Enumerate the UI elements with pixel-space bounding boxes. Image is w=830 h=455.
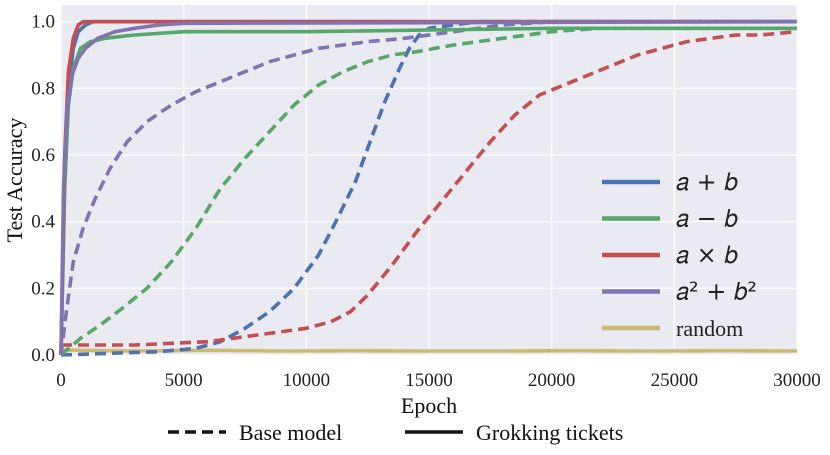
- style-legend: Base model Grokking tickets: [168, 420, 623, 445]
- x-tick-label: 5000: [165, 370, 203, 391]
- x-tick-label: 10000: [283, 370, 331, 391]
- series-line-base-axb: [61, 29, 798, 347]
- style-legend-label: Base model: [239, 420, 342, 445]
- x-tick-label: 25000: [651, 370, 699, 391]
- y-tick-label: 1.0: [31, 12, 55, 33]
- style-legend-label: Grokking tickets: [476, 420, 623, 445]
- x-tick-labels: 0 5000 10000 15000 20000 25000 30000: [56, 370, 821, 391]
- series-line-base-a+b: [60, 19, 797, 357]
- x-tick-label: 30000: [773, 370, 821, 391]
- y-tick-label: 0.2: [31, 278, 55, 299]
- x-tick-label: 0: [56, 370, 66, 391]
- x-tick-label: 20000: [528, 370, 576, 391]
- series-layer: [59, 19, 798, 357]
- y-tick-label: 0.4: [31, 212, 55, 233]
- legend-label: 𝑎 − 𝑏: [676, 205, 738, 233]
- y-tick-label: 0.8: [31, 78, 55, 99]
- series-line-ticket-a2+b2: [59, 19, 798, 356]
- legend-label: 𝑎 + 𝑏: [676, 168, 738, 196]
- series-line-base-a2+b2: [59, 19, 797, 356]
- y-tick-label: 0.6: [31, 145, 55, 166]
- legend-label: 𝑎 × 𝑏: [676, 241, 738, 269]
- legend-label: random: [676, 316, 743, 341]
- legend-label: 𝑎² + 𝑏²: [676, 278, 757, 306]
- x-tick-label: 15000: [405, 370, 453, 391]
- series-legend: 𝑎 + 𝑏 𝑎 − 𝑏 𝑎 × 𝑏 𝑎² + 𝑏² random: [602, 168, 757, 341]
- y-tick-label: 0.0: [31, 345, 55, 366]
- series-line-base-a-b: [59, 26, 797, 357]
- y-tick-labels: 0.0 0.2 0.4 0.6 0.8 1.0: [31, 12, 55, 366]
- y-axis-title: Test Accuracy: [2, 118, 27, 243]
- grid-lines: [60, 5, 798, 356]
- x-axis-title: Epoch: [401, 393, 457, 418]
